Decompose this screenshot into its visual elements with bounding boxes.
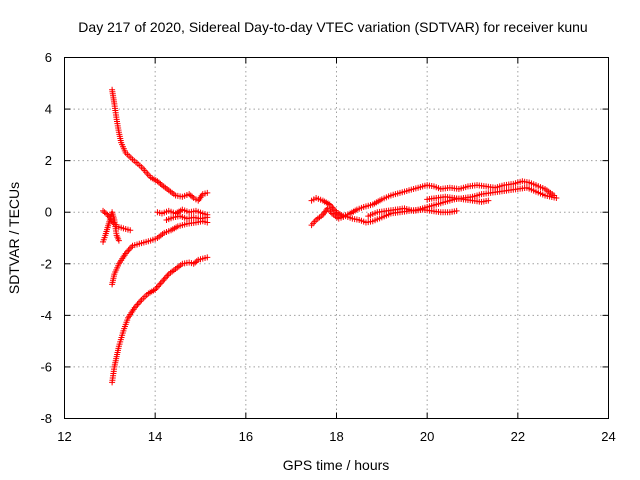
y-tick-label: -8 — [40, 411, 52, 426]
x-axis-label: GPS time / hours — [283, 457, 390, 473]
y-tick-label: -6 — [40, 359, 52, 374]
data-point-marker — [485, 197, 492, 204]
data-point-marker — [135, 299, 142, 306]
x-tick-label: 14 — [148, 429, 162, 444]
data-point-marker — [156, 281, 163, 288]
data-point-marker — [204, 214, 211, 221]
y-tick-label: 4 — [45, 102, 52, 117]
series-track-2 — [109, 254, 211, 386]
gridlines — [64, 57, 609, 419]
data-point-marker — [157, 280, 164, 287]
series-track-7 — [163, 213, 211, 223]
data-point-marker — [204, 254, 211, 261]
x-tick-label: 16 — [239, 429, 253, 444]
data-point-marker — [164, 272, 171, 279]
y-axis-label: SDTVAR / TECUs — [6, 182, 22, 294]
data-point-marker — [553, 195, 560, 202]
y-tick-label: 6 — [45, 50, 52, 65]
x-tick-label: 12 — [57, 429, 71, 444]
y-tick-label: 2 — [45, 153, 52, 168]
x-tick-label: 20 — [420, 429, 434, 444]
x-tick-label: 24 — [601, 429, 615, 444]
data-point-marker — [163, 274, 170, 281]
chart-title: Day 217 of 2020, Sidereal Day-to-day VTE… — [78, 19, 587, 35]
data-point-marker — [161, 275, 168, 282]
data-points — [100, 86, 560, 386]
x-tick-labels: 12 14 16 18 20 22 24 — [57, 429, 615, 444]
series-track-9 — [308, 184, 560, 229]
x-tick-label: 22 — [511, 429, 525, 444]
data-point-marker — [204, 219, 211, 226]
x-tick-label: 18 — [329, 429, 343, 444]
data-point-marker — [134, 301, 141, 308]
data-point-marker — [160, 277, 167, 284]
data-point-marker — [126, 245, 133, 252]
y-tick-label: 0 — [45, 205, 52, 220]
series-track-3 — [109, 218, 211, 288]
series-track-11 — [424, 193, 492, 205]
data-point-marker — [154, 283, 161, 290]
data-point-marker — [127, 227, 134, 234]
data-point-marker — [453, 207, 460, 214]
y-tick-label: -4 — [40, 308, 52, 323]
data-point-marker — [204, 189, 211, 196]
data-point-marker — [137, 298, 144, 305]
series-track-1 — [109, 86, 211, 204]
series-track-6 — [154, 206, 211, 218]
y-tick-labels: -8 -6 -4 -2 0 2 4 6 — [40, 50, 52, 426]
data-point-marker — [115, 237, 122, 244]
data-point-marker — [125, 247, 132, 254]
y-tick-label: -2 — [40, 256, 52, 271]
data-point-marker — [158, 278, 165, 285]
plot-frame — [64, 57, 609, 419]
series-track-10 — [365, 205, 460, 220]
series-track-5 — [100, 209, 122, 245]
